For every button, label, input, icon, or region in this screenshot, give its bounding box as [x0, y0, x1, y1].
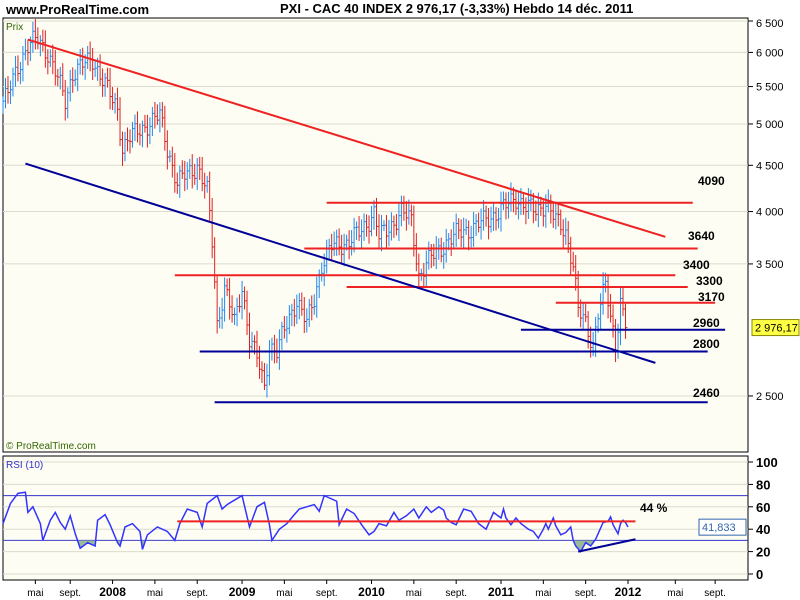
- x-tick-label: 2010: [358, 585, 385, 599]
- rsi-tick-label: 0: [756, 567, 763, 582]
- rsi-level-label: 44 %: [640, 501, 668, 515]
- trendline-resistance: [27, 38, 666, 238]
- price-tick-label: 4 500: [756, 160, 784, 172]
- rsi-panel: [2, 455, 749, 581]
- x-tick-label: sept.: [575, 588, 597, 599]
- rsi-last-box: [698, 518, 747, 536]
- price-panel: [2, 17, 749, 453]
- rsi-support-line: [577, 538, 636, 553]
- rsi-tick-label: 20: [756, 545, 770, 560]
- x-tick-label: 2012: [615, 585, 642, 599]
- x-tick-label: mai: [406, 588, 422, 599]
- x-tick-label: sept.: [59, 588, 81, 599]
- chart-title: PXI - CAC 40 INDEX 2 976,17 (-3,33%) Heb…: [280, 1, 634, 16]
- rsi-tick-label: 60: [756, 500, 770, 515]
- level-label-4090: 4090: [698, 174, 725, 188]
- x-tick-label: 2009: [229, 585, 256, 599]
- x-tick-label: mai: [27, 588, 43, 599]
- price-tick-label: 5 000: [756, 119, 784, 131]
- level-label-2800: 2800: [693, 337, 720, 351]
- price-tick-label: 6 000: [756, 47, 784, 59]
- price-tick-label: 3 500: [756, 259, 784, 271]
- x-tick-label: mai: [535, 588, 551, 599]
- rsi-tick-label: 40: [756, 522, 770, 537]
- level-label-3300: 3300: [696, 274, 723, 288]
- copyright: © ProRealTime.com: [6, 441, 96, 452]
- price-panel-label: Prix: [6, 22, 23, 33]
- level-label-3640: 3640: [688, 229, 715, 243]
- level-label-2960: 2960: [693, 316, 720, 330]
- rsi-tick-label: 100: [756, 455, 778, 470]
- rsi-panel-label: RSI (10): [6, 460, 43, 471]
- x-tick-label: mai: [667, 588, 683, 599]
- last-price-label: 2 976,17: [755, 323, 798, 335]
- x-tick-label: sept.: [186, 588, 208, 599]
- x-tick-label: sept.: [445, 588, 467, 599]
- level-label-3170: 3170: [698, 290, 725, 304]
- x-tick-label: sept.: [316, 588, 338, 599]
- rsi-tick-label: 80: [756, 477, 770, 492]
- price-tick-label: 6 500: [756, 18, 784, 30]
- price-tick-label: 5 500: [756, 82, 784, 94]
- site-name: www.ProRealTime.com: [6, 2, 150, 17]
- x-tick-label: sept.: [704, 588, 726, 599]
- trendline-support: [25, 162, 656, 364]
- price-tick-label: 4 000: [756, 207, 784, 219]
- level-label-2460: 2460: [693, 386, 720, 400]
- rsi-line: [2, 491, 629, 553]
- x-tick-label: mai: [276, 588, 292, 599]
- last-price-box: [751, 319, 800, 337]
- x-tick-label: 2008: [99, 585, 126, 599]
- price-tick-label: 2 500: [756, 391, 784, 403]
- level-label-3400: 3400: [683, 258, 710, 272]
- x-tick-label: 2011: [488, 585, 514, 599]
- rsi-last-label: 41,833: [702, 522, 736, 534]
- x-tick-label: mai: [147, 588, 163, 599]
